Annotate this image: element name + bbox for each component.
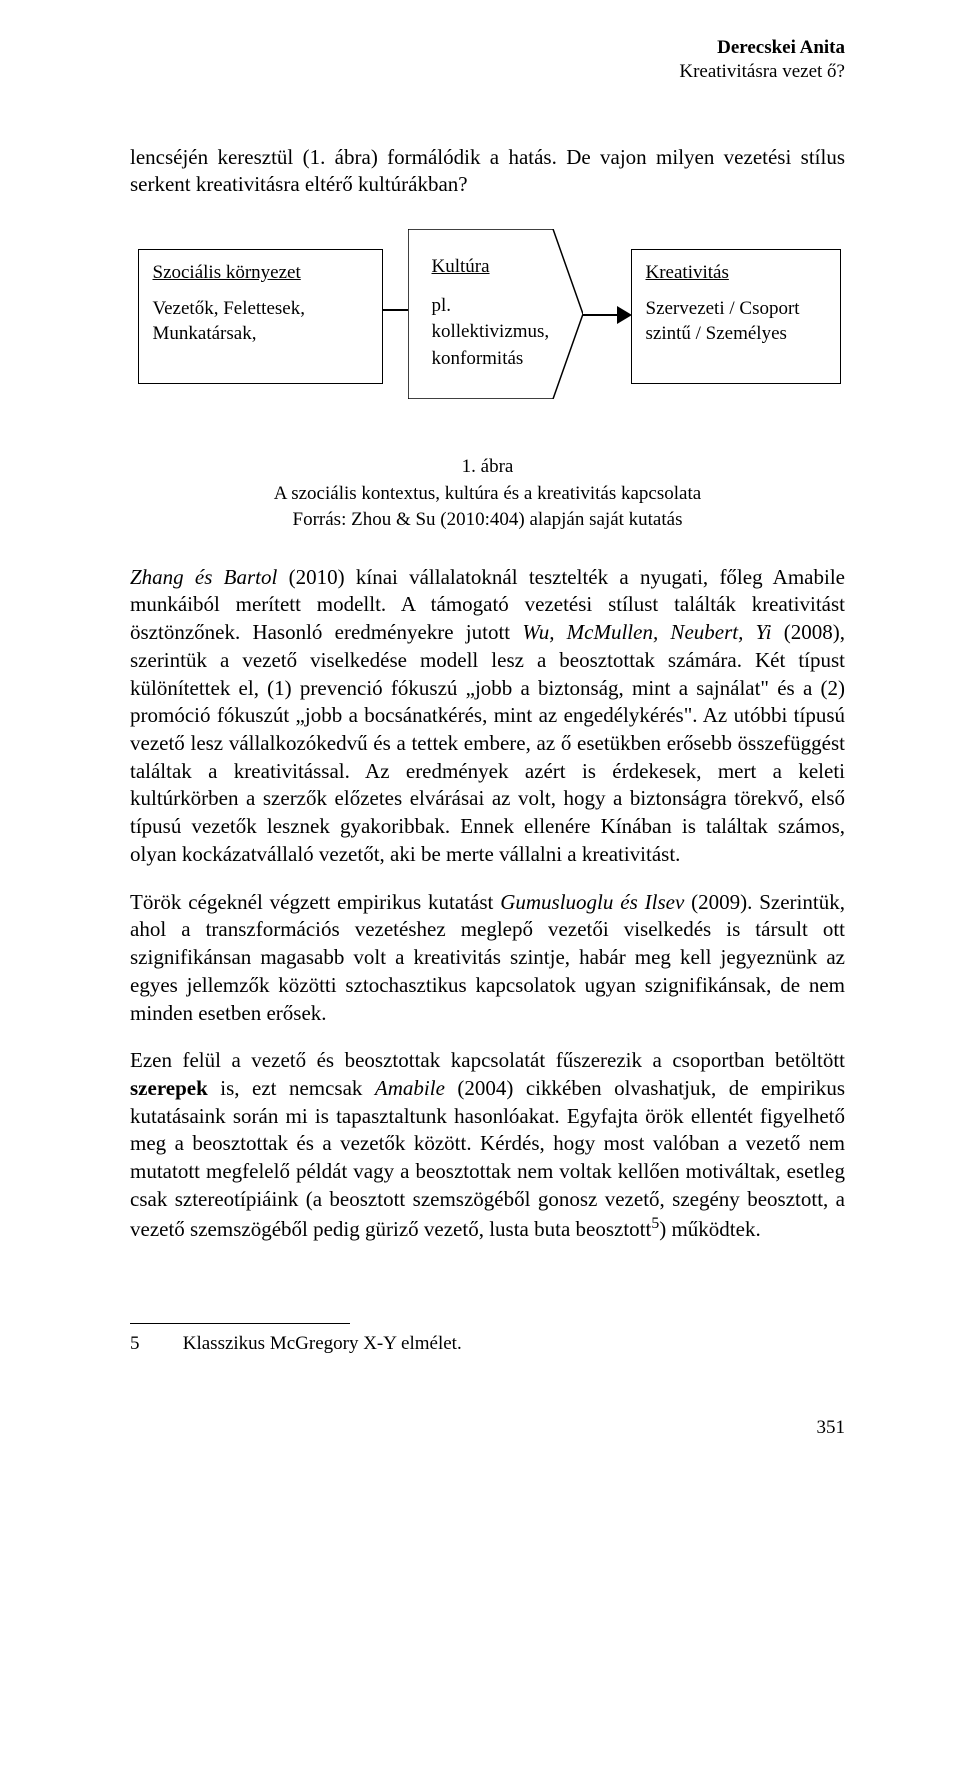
- diagram-middle-content: Kultúra pl. kollektivizmus, konformitás: [408, 229, 583, 399]
- diagram-middle-line3: konformitás: [432, 348, 524, 369]
- diagram-box-left: Szociális környezet Vezetők, Felettesek,…: [138, 249, 383, 384]
- diagram-middle-title: Kultúra: [432, 254, 563, 281]
- figure-caption-line1: A szociális kontextus, kultúra és a krea…: [274, 483, 701, 504]
- diagram-middle-line1: pl.: [432, 295, 452, 316]
- diagram-connector-left: [383, 309, 408, 311]
- running-head: Derecskei Anita Kreativitásra vezet ő?: [130, 36, 845, 84]
- diagram-right-title: Kreativitás: [646, 260, 826, 286]
- figure-diagram: Szociális környezet Vezetők, Felettesek,…: [138, 219, 838, 399]
- diagram-box-right: Kreativitás Szervezeti / Csoport szintű …: [631, 249, 841, 384]
- running-title: Kreativitásra vezet ő?: [679, 61, 845, 82]
- diagram-left-line1: Vezetők, Felettesek,: [153, 298, 305, 319]
- paragraph-2: Török cégeknél végzett empirikus kutatás…: [130, 889, 845, 1028]
- figure-caption-line2: Forrás: Zhou & Su (2010:404) alapján saj…: [293, 509, 683, 530]
- figure-caption: 1. ábra A szociális kontextus, kultúra é…: [130, 454, 845, 534]
- diagram-right-line1: Szervezeti / Csoport: [646, 298, 800, 319]
- running-author: Derecskei Anita: [717, 37, 845, 58]
- diagram-right-line2: szintű / Személyes: [646, 323, 787, 344]
- intro-paragraph: lencséjén keresztül (1. ábra) formálódik…: [130, 144, 845, 199]
- diagram-left-line2: Munkatársak,: [153, 323, 257, 344]
- diagram-left-title: Szociális környezet: [153, 260, 368, 286]
- page-number: 351: [130, 1417, 845, 1439]
- paragraph-3: Ezen felül a vezető és beosztottak kapcs…: [130, 1047, 845, 1243]
- footnote-text: Klasszikus McGregory X-Y elmélet.: [183, 1333, 462, 1354]
- footnote-number: 5: [130, 1332, 178, 1357]
- diagram-middle-line2: kollektivizmus,: [432, 321, 550, 342]
- paragraph-1: Zhang és Bartol (2010) kínai vállalatokn…: [130, 564, 845, 869]
- footnote: 5 Klasszikus McGregory X-Y elmélet.: [130, 1332, 845, 1357]
- arrow-right-icon: [617, 306, 632, 324]
- figure-number: 1. ábra: [462, 456, 514, 477]
- footnote-separator: [130, 1323, 350, 1324]
- diagram-arrow-line: [583, 314, 621, 316]
- diagram-hex-middle: Kultúra pl. kollektivizmus, konformitás: [408, 229, 583, 399]
